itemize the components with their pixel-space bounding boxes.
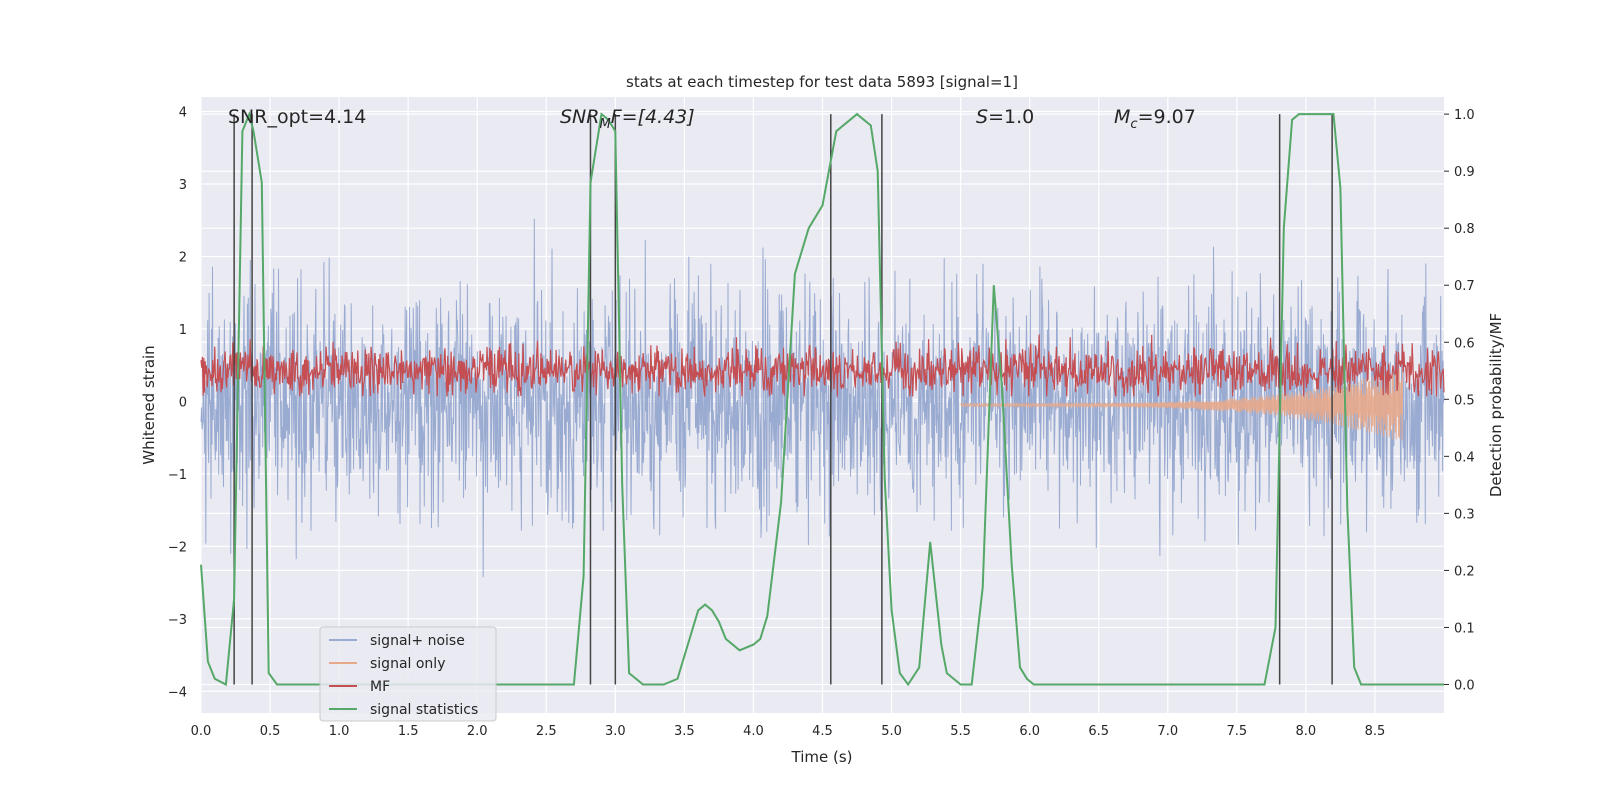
chart-title: stats at each timestep for test data 589… <box>626 73 1018 91</box>
annotation-snr-opt: SNR_opt=4.14 <box>228 106 366 128</box>
legend: signal+ noise signal only MF signal stat… <box>319 626 497 722</box>
annotation-mc: Mc=9.07 <box>1114 106 1196 132</box>
y-left-tick-label: −2 <box>168 540 187 555</box>
y-left-tick-label: −3 <box>168 613 187 628</box>
signal-statistics-series <box>200 110 1444 687</box>
y-right-tick-label: 0.5 <box>1454 393 1475 408</box>
signal-only-series <box>960 367 1404 440</box>
x-tick-label: 3.5 <box>674 724 695 739</box>
legend-label-stats: signal statistics <box>370 702 478 718</box>
x-tick-label: 7.5 <box>1226 724 1247 739</box>
annotation-mc-main: M <box>1114 106 1130 128</box>
y-left-tick-label: −4 <box>168 685 187 700</box>
y-right-tick-label: 0.3 <box>1454 507 1475 522</box>
x-tick-labels: 0.0 0.5 1.0 1.5 2.0 2.5 3.0 3.5 4.0 4.5 5.0 5.5 6.0 6… <box>191 724 1386 739</box>
annotation-s-main: S <box>976 106 988 128</box>
x-tick-label: 8.0 <box>1296 724 1317 739</box>
annotation-s: S=1.0 <box>976 106 1034 128</box>
signal-statistics-line <box>200 110 1444 687</box>
y-left-tick-label: 3 <box>179 178 187 193</box>
annotation-mc-sub: c <box>1130 117 1137 132</box>
y-left-tick-labels: 4 3 2 1 0 −1 −2 −3 −4 <box>168 105 187 700</box>
x-tick-label: 6.0 <box>1019 724 1040 739</box>
annotation-mc-rest: =9.07 <box>1138 106 1196 128</box>
annotation-snr-mf-sub: M <box>599 117 610 132</box>
x-axis-label: Time (s) <box>791 748 853 766</box>
mf-line <box>200 334 1445 397</box>
signal-noise-line <box>200 218 1445 578</box>
x-tick-label: 5.5 <box>950 724 971 739</box>
y-left-tick-label: 2 <box>179 250 187 265</box>
x-tick-label: 1.5 <box>398 724 419 739</box>
y-left-tick-label: 4 <box>179 105 187 120</box>
y-axis-right-label: Detection probability/MF <box>1487 313 1505 497</box>
x-tick-label: 2.0 <box>467 724 488 739</box>
y-right-tick-label: 0.8 <box>1454 222 1475 237</box>
x-tick-label: 0.0 <box>191 724 212 739</box>
x-tick-label: 4.5 <box>812 724 833 739</box>
y-right-tick-label: 1.0 <box>1454 108 1475 123</box>
legend-label-noise: signal+ noise <box>370 633 465 649</box>
annotation-snr-mf-rest: F=[4.43] <box>611 106 695 128</box>
y-right-tick-label: 0.6 <box>1454 336 1475 351</box>
x-tick-label: 3.0 <box>605 724 626 739</box>
x-tick-label: 7.0 <box>1157 724 1178 739</box>
y-right-tick-label: 0.1 <box>1454 621 1475 636</box>
annotation-snr-mf: SNRMF=[4.43] <box>560 106 695 132</box>
y-right-tick-label: 0.4 <box>1454 450 1475 465</box>
x-tick-label: 4.0 <box>743 724 764 739</box>
x-tick-label: 5.0 <box>881 724 902 739</box>
y-right-tick-label: 0.9 <box>1454 165 1475 180</box>
y-left-tick-label: 1 <box>179 323 187 338</box>
signal-only-line <box>960 367 1404 440</box>
annotation-s-rest: =1.0 <box>988 106 1034 128</box>
x-tick-label: 8.5 <box>1365 724 1386 739</box>
legend-box <box>319 626 497 722</box>
y-left-tick-label: 0 <box>179 395 187 410</box>
y-axis-left-label: Whitened strain <box>140 345 158 464</box>
mf-series <box>200 334 1445 397</box>
y-right-tick-labels: 1.0 0.9 0.8 0.7 0.6 0.5 0.4 0.3 0.2 0.1 0.0 <box>1444 108 1475 693</box>
signal-noise-series <box>200 218 1445 578</box>
x-tick-label: 1.0 <box>329 724 350 739</box>
y-right-tick-label: 0.0 <box>1454 678 1475 693</box>
legend-label-mf: MF <box>370 679 390 695</box>
legend-label-signal-only: signal only <box>370 656 445 672</box>
y-left-tick-label: −1 <box>168 468 187 483</box>
x-tick-label: 6.5 <box>1088 724 1109 739</box>
y-right-tick-label: 0.2 <box>1454 564 1475 579</box>
x-tick-label: 0.5 <box>260 724 281 739</box>
y-right-tick-label: 0.7 <box>1454 279 1475 294</box>
x-tick-label: 2.5 <box>536 724 557 739</box>
annotation-snr-mf-main: SNR <box>560 106 599 128</box>
